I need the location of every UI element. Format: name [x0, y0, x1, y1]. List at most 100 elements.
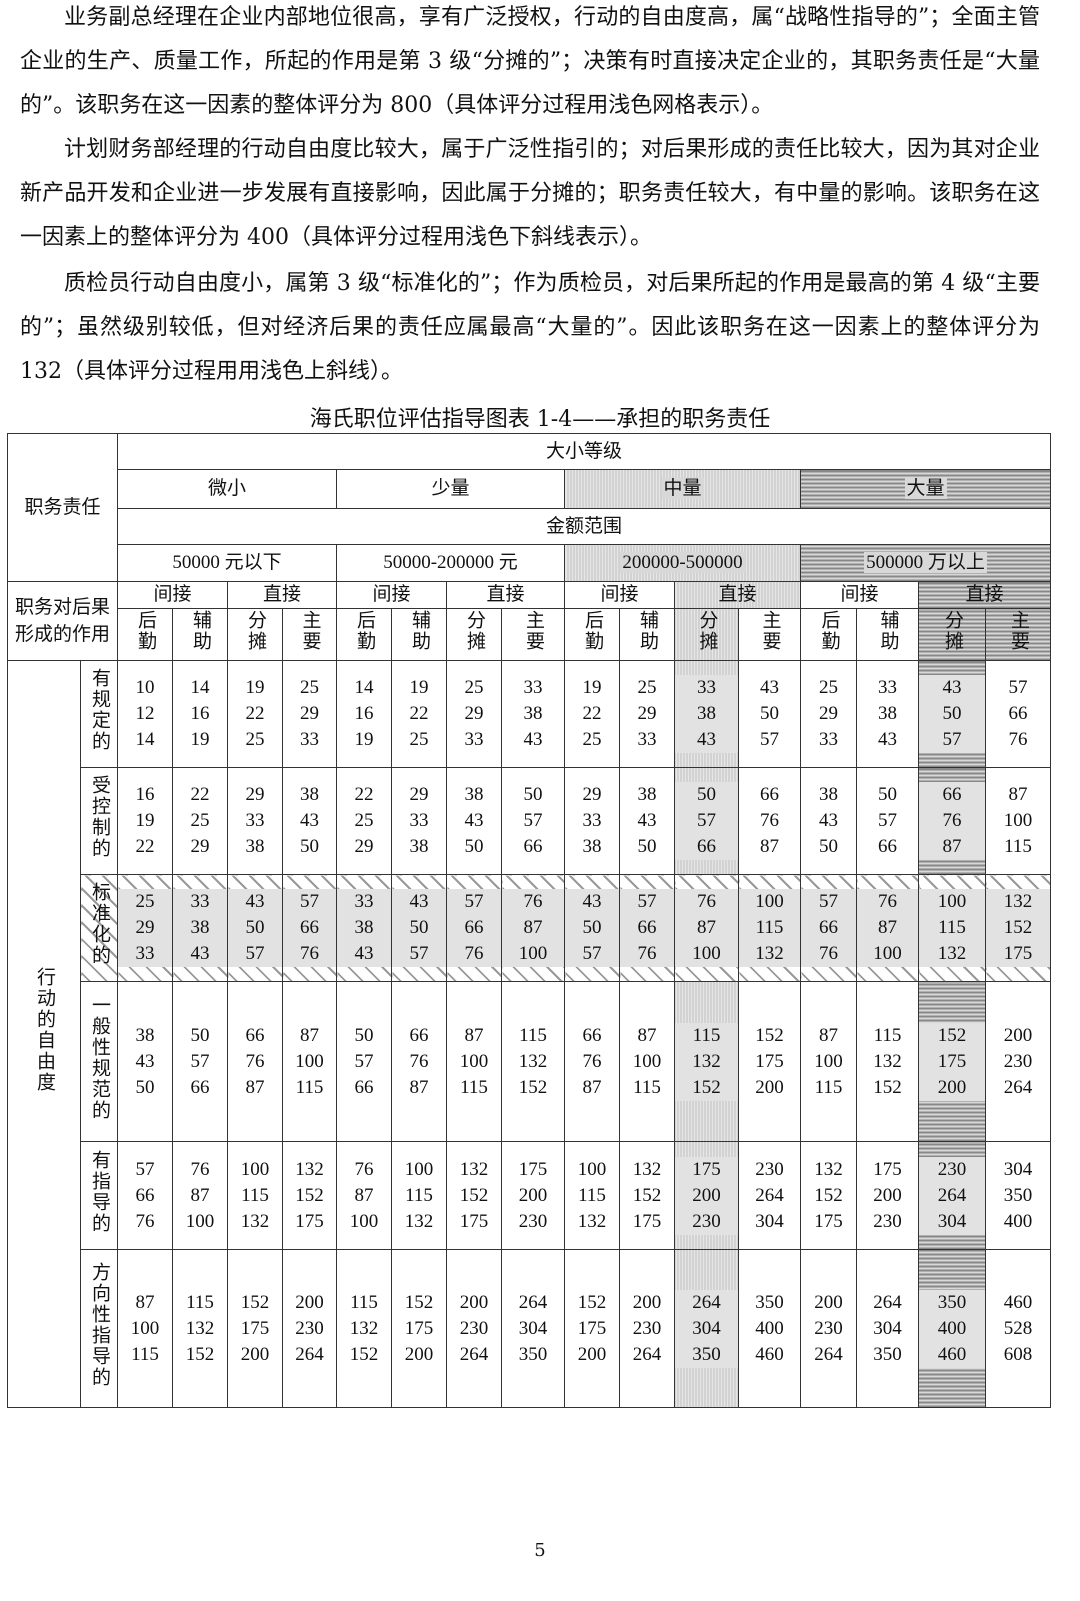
score-value: 10 — [135, 677, 155, 698]
score-value: 350 — [1003, 1184, 1033, 1206]
score-value: 29 — [582, 784, 602, 805]
role-shared: 分摊 — [942, 609, 964, 652]
score-value: 200 — [632, 1291, 662, 1313]
score-cell: 264 304 350 — [856, 1249, 920, 1408]
score-value: 152 — [919, 1022, 986, 1049]
size-medium-label: 中量 — [661, 478, 704, 499]
score-value: 87 — [409, 1076, 429, 1098]
score-value: 115 — [405, 1184, 433, 1206]
score-value: 152 — [185, 1343, 215, 1365]
role-auxiliary: 辅助 — [637, 609, 659, 652]
score-value: 230 — [632, 1317, 662, 1339]
role-group-direct: 直接 — [674, 581, 802, 609]
score-value: 76 — [245, 1050, 265, 1072]
size-label: 大小等级 — [117, 433, 1052, 470]
table-title: 海氏职位评估指导图表 1-4——承担的职务责任 — [309, 407, 771, 432]
score-value: 152 — [873, 1076, 902, 1098]
score-value: 304 — [755, 1210, 784, 1232]
score-value: 22 — [245, 703, 265, 724]
row-label-cell: 标准化的 — [79, 874, 119, 982]
score-cell: 132 152 175 — [282, 1141, 338, 1250]
score-value: 152 — [755, 1024, 784, 1046]
score-value: 264 — [295, 1343, 324, 1365]
score-cell: 33 38 43 — [501, 660, 566, 768]
role-primary: 主要 — [759, 609, 781, 652]
score-value: 76 — [502, 889, 565, 915]
score-value: 200 — [404, 1343, 434, 1365]
score-value: 50 — [464, 836, 484, 857]
score-value: 25 — [582, 729, 602, 750]
score-value: 87 — [760, 836, 780, 857]
score-value: 66 — [135, 1184, 155, 1206]
size-few: 少量 — [336, 469, 566, 509]
score-cell: 57 66 76 — [619, 874, 676, 982]
score-value: 38 — [819, 784, 839, 805]
role-cell: 分摊 — [674, 608, 740, 661]
score-value: 57 — [228, 941, 283, 967]
score-cell: 115 132 152 — [336, 1249, 393, 1408]
score-cell: 38 43 50 — [117, 981, 174, 1142]
score-cell: 132 152 175 — [800, 1141, 858, 1250]
score-value: 22 — [354, 784, 374, 805]
score-value: 50 — [300, 836, 320, 857]
score-value: 22 — [135, 836, 155, 857]
score-value: 132 — [459, 1158, 489, 1180]
score-cell: 38 43 50 — [282, 767, 338, 875]
score-value: 50 — [523, 784, 543, 805]
score-value: 100 — [632, 1050, 662, 1072]
score-cell: 14 16 19 — [172, 660, 229, 768]
score-value: 132 — [739, 941, 801, 967]
score-value: 16 — [190, 703, 210, 724]
score-cell: 38 43 50 — [619, 767, 676, 875]
score-value: 16 — [135, 784, 155, 805]
score-cell: 25 29 33 — [117, 874, 174, 982]
role-group-indirect: 间接 — [564, 581, 676, 609]
score-cell: 38 43 50 — [800, 767, 858, 875]
score-value: 50 — [354, 1024, 374, 1046]
score-value: 175 — [577, 1317, 607, 1339]
row-label-cell: 有规定的 — [79, 660, 119, 768]
score-value: 304 — [1003, 1158, 1033, 1180]
role-logistics: 后勤 — [135, 609, 157, 652]
score-value: 19 — [245, 677, 265, 698]
score-value: 200 — [675, 1182, 739, 1209]
score-value: 350 — [755, 1291, 784, 1313]
score-value: 87 — [1008, 784, 1028, 805]
score-value: 152 — [518, 1076, 548, 1098]
score-value: 76 — [1008, 729, 1028, 750]
amount-small: 50000 元以下 — [117, 544, 338, 582]
row-label: 方向性指导的 — [89, 1261, 110, 1388]
score-value: 57 — [878, 810, 898, 831]
score-cell: 16 19 22 — [117, 767, 174, 875]
score-value: 76 — [760, 810, 780, 831]
score-value: 264 — [873, 1291, 902, 1313]
score-value: 230 — [919, 1156, 986, 1183]
role-auxiliary: 辅助 — [877, 609, 899, 652]
score-value: 66 — [283, 915, 337, 941]
score-value: 25 — [464, 677, 484, 698]
score-cell: 33 38 43 — [336, 874, 393, 982]
score-value: 350 — [675, 1341, 739, 1368]
score-value: 87 — [464, 1024, 484, 1046]
score-cell: 87 100 115 — [117, 1249, 174, 1408]
role-primary: 主要 — [1008, 609, 1030, 652]
score-cell: 460 528 608 — [985, 1249, 1052, 1408]
score-value: 57 — [1008, 677, 1028, 698]
score-cell: 87 100 115 — [800, 981, 858, 1142]
score-value: 87 — [135, 1291, 155, 1313]
score-cell: 100 115 132 — [918, 874, 987, 982]
score-value: 200 — [295, 1291, 324, 1313]
score-cell: 66 76 87 — [738, 767, 802, 875]
row-label: 有规定的 — [89, 668, 110, 752]
score-value: 29 — [190, 836, 210, 857]
score-value: 50 — [760, 703, 780, 724]
score-cell: 66 76 87 — [227, 981, 284, 1142]
score-value: 200 — [755, 1076, 784, 1098]
score-cell: 33 38 43 — [674, 660, 740, 768]
score-cell: 100 115 132 — [227, 1141, 284, 1250]
score-value: 57 — [801, 889, 857, 915]
table-row: 有指导的 57 66 76 76 87 100 100 115 132 132 152 175 76 87 1… — [8, 1141, 1052, 1250]
score-value: 264 — [675, 1289, 739, 1316]
score-value: 152 — [349, 1343, 379, 1365]
score-value: 43 — [135, 1050, 155, 1072]
